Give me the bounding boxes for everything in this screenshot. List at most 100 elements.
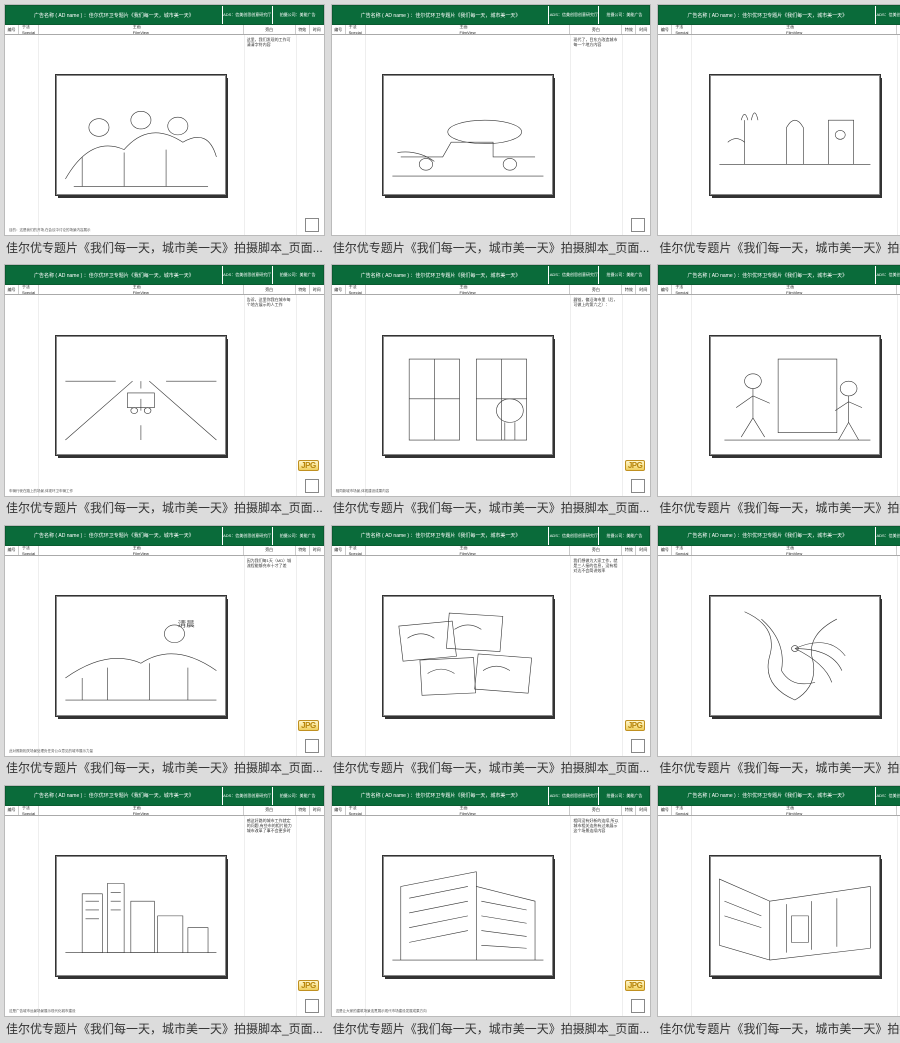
voiceover-note: 相同没有好新的连续,所以城市相关连热有过来展示这个场景连续内容	[570, 816, 622, 1016]
ad-title: 广告名称 ( AD name ) ：佳尔优环卫专题片《我们每一天，城市美一天》	[659, 527, 876, 545]
filename-caption: 佳尔优专题片《我们每一天，城市美一天》拍摄脚本_页面...	[6, 499, 323, 516]
thumbnail-item[interactable]: JPG 广告名称 ( AD name ) ：佳尔优环卫专题片《我们每一天，城市美…	[331, 4, 652, 258]
column-headers: 编号 手法Special 主画FilmView 旁白 特效 时间	[332, 25, 651, 35]
thumbnail-item[interactable]: JPG 广告名称 ( AD name ) ：佳尔优环卫专题片《我们每一天，城市美…	[657, 525, 900, 779]
header-meta-agency: ADS：信美创思创意研究厅	[876, 6, 900, 24]
header-meta-agency: ADS：信美创思创意研究厅	[223, 527, 273, 545]
column-headers: 编号 手法Special 主画FilmView 旁白 特效 时间	[5, 806, 324, 816]
thumbnail-grid: JPG 广告名称 ( AD name ) ：佳尔优环卫专题片《我们每一天，城市美…	[0, 0, 900, 1043]
caption-row: 佳尔优专题片《我们每一天，城市美一天》拍摄脚本_页面...	[331, 497, 652, 519]
header-meta-agency: ADS：信美创思创意研究厅	[549, 266, 599, 284]
thumbnail-item[interactable]: JPG 广告名称 ( AD name ) ：佳尔优环卫专题片《我们每一天，城市美…	[4, 525, 325, 779]
storyboard-header: 广告名称 ( AD name ) ：佳尔优环卫专题片《我们每一天，城市美一天》 …	[658, 526, 900, 546]
select-checkbox[interactable]	[305, 218, 319, 232]
column-headers: 编号 手法Special 主画FilmView 旁白 特效 时间	[658, 806, 900, 816]
caption-row: 佳尔优专题片《我们每一天，城市美一天》拍摄脚本_页面...	[4, 236, 325, 258]
thumbnail-item[interactable]: JPG 广告名称 ( AD name ) ：佳尔优环卫专题片《我们每一天，城市美…	[657, 4, 900, 258]
storyboard-sketch	[710, 336, 880, 456]
storyboard-header: 广告名称 ( AD name ) ：佳尔优环卫专题片《我们每一天，城市美一天》 …	[332, 265, 651, 285]
header-meta-company: 拍摄公司：美能广告	[273, 527, 323, 545]
select-checkbox[interactable]	[631, 218, 645, 232]
select-checkbox[interactable]	[305, 479, 319, 493]
foot-note: 这是让大家的建筑场景连贯展示现代市场建设发展成果方向	[336, 1009, 427, 1014]
column-headers: 编号 手法Special 主画FilmView 旁白 特效 时间	[332, 806, 651, 816]
foot-note: 目的：这是我们的开场,在会议中讨论的场景内容展示	[9, 228, 90, 233]
header-meta-agency: ADS：信美创思创意研究厅	[549, 6, 599, 24]
storyboard-sketch	[56, 75, 226, 195]
storyboard-header: 广告名称 ( AD name ) ：佳尔优环卫专题片《我们每一天，城市美一天》 …	[5, 5, 324, 25]
voiceover-note: 器链，偏沿海市里（后，可做上的第六之）：	[570, 295, 622, 495]
caption-row: 佳尔优专题片《我们每一天，城市美一天》拍摄脚本_页面...	[657, 497, 900, 519]
ad-title: 广告名称 ( AD name ) ：佳尔优环卫专题片《我们每一天，城市美一天》	[333, 527, 550, 545]
header-meta-agency: ADS：信美创思创意研究厅	[223, 6, 273, 24]
thumbnail-item[interactable]: JPG 广告名称 ( AD name ) ：佳尔优环卫专题片《我们每一天，城市美…	[331, 785, 652, 1039]
caption-row: 佳尔优专题片《我们每一天，城市美一天》拍摄脚本_页面...	[4, 1017, 325, 1039]
select-checkbox[interactable]	[305, 999, 319, 1013]
select-checkbox[interactable]	[631, 479, 645, 493]
storyboard-sketch	[710, 596, 880, 716]
filetype-badge: JPG	[298, 720, 319, 731]
header-meta-company: 拍摄公司：美能广告	[273, 6, 323, 24]
select-checkbox[interactable]	[631, 739, 645, 753]
thumbnail-preview: 广告名称 ( AD name ) ：佳尔优环卫专题片《我们每一天，城市美一天》 …	[657, 525, 900, 757]
voiceover-note: 因为我们每1天（MD）城流程能够充市十才了差	[244, 556, 296, 756]
voiceover-note: 我们想做为大家工作，就是三人接的信息，没有相对达不会简讲效率	[570, 556, 622, 756]
filename-caption: 佳尔优专题片《我们每一天，城市美一天》拍摄脚本_页面...	[659, 239, 900, 256]
filename-caption: 佳尔优专题片《我们每一天，城市美一天》拍摄脚本_页面...	[333, 1020, 650, 1037]
caption-row: 佳尔优专题片《我们每一天，城市美一天》拍摄脚本_页面...	[331, 236, 652, 258]
filetype-badge: JPG	[298, 460, 319, 471]
thumbnail-item[interactable]: JPG 广告名称 ( AD name ) ：佳尔优环卫专题片《我们每一天，城市美…	[4, 264, 325, 518]
filename-caption: 佳尔优专题片《我们每一天，城市美一天》拍摄脚本_页面...	[659, 499, 900, 516]
column-headers: 编号 手法Special 主画FilmView 旁白 特效 时间	[5, 546, 324, 556]
select-checkbox[interactable]	[305, 739, 319, 753]
select-checkbox[interactable]	[631, 999, 645, 1013]
thumbnail-item[interactable]: JPG 广告名称 ( AD name ) ：佳尔优环卫专题片《我们每一天，城市美…	[4, 4, 325, 258]
filename-caption: 佳尔优专题片《我们每一天，城市美一天》拍摄脚本_页面...	[659, 759, 900, 776]
caption-row: 佳尔优专题片《我们每一天，城市美一天》拍摄脚本_页面...	[4, 757, 325, 779]
thumbnail-item[interactable]: JPG 广告名称 ( AD name ) ：佳尔优环卫专题片《我们每一天，城市美…	[331, 264, 652, 518]
column-headers: 编号 手法Special 主画FilmView 旁白 特效 时间	[658, 546, 900, 556]
thumbnail-item[interactable]: JPG 广告名称 ( AD name ) ：佳尔优环卫专题片《我们每一天，城市美…	[657, 264, 900, 518]
ad-title: 广告名称 ( AD name ) ：佳尔优环卫专题片《我们每一天，城市美一天》	[659, 787, 876, 805]
thumbnail-item[interactable]: JPG 广告名称 ( AD name ) ：佳尔优环卫专题片《我们每一天，城市美…	[657, 785, 900, 1039]
filetype-badge: JPG	[298, 980, 319, 991]
header-meta-agency: ADS：信美创思创意研究厅	[223, 266, 273, 284]
header-meta-agency: ADS：信美创思创意研究厅	[223, 787, 273, 805]
storyboard-header: 广告名称 ( AD name ) ：佳尔优环卫专题片《我们每一天，城市美一天》 …	[5, 786, 324, 806]
thumbnail-preview: 广告名称 ( AD name ) ：佳尔优环卫专题片《我们每一天，城市美一天》 …	[331, 264, 652, 496]
header-meta-company: 拍摄公司：美能广告	[599, 787, 649, 805]
filename-caption: 佳尔优专题片《我们每一天，城市美一天》拍摄脚本_页面...	[333, 759, 650, 776]
storyboard-sketch	[383, 336, 553, 456]
thumbnail-preview: 广告名称 ( AD name ) ：佳尔优环卫专题片《我们每一天，城市美一天》 …	[4, 264, 325, 496]
foot-note: 车辆行驶在路上的场景,体现环卫车辆工作	[9, 489, 73, 494]
ad-title: 广告名称 ( AD name ) ：佳尔优环卫专题片《我们每一天，城市美一天》	[6, 6, 223, 24]
voiceover-note: 现代了，目东方改造城市每一个地方内容	[570, 35, 622, 235]
foot-note: 相同新城市场景,体现建设成果内容	[336, 489, 389, 494]
filename-caption: 佳尔优专题片《我们每一天，城市美一天》拍摄脚本_页面...	[659, 1020, 900, 1037]
column-headers: 编号 手法Special 主画FilmView 旁白 特效 时间	[332, 546, 651, 556]
thumbnail-item[interactable]: JPG 广告名称 ( AD name ) ：佳尔优环卫专题片《我们每一天，城市美…	[4, 785, 325, 1039]
header-meta-company: 拍摄公司：美能广告	[273, 787, 323, 805]
storyboard-header: 广告名称 ( AD name ) ：佳尔优环卫专题片《我们每一天，城市美一天》 …	[658, 786, 900, 806]
ad-title: 广告名称 ( AD name ) ：佳尔优环卫专题片《我们每一天，城市美一天》	[659, 6, 876, 24]
header-meta-agency: ADS：信美创思创意研究厅	[549, 787, 599, 805]
ad-title: 广告名称 ( AD name ) ：佳尔优环卫专题片《我们每一天，城市美一天》	[6, 527, 223, 545]
filename-caption: 佳尔优专题片《我们每一天，城市美一天》拍摄脚本_页面...	[6, 1020, 323, 1037]
storyboard-header: 广告名称 ( AD name ) ：佳尔优环卫专题片《我们每一天，城市美一天》 …	[658, 5, 900, 25]
caption-row: 佳尔优专题片《我们每一天，城市美一天》拍摄脚本_页面...	[657, 236, 900, 258]
filetype-badge: JPG	[625, 980, 646, 991]
thumbnail-preview: 广告名称 ( AD name ) ：佳尔优环卫专题片《我们每一天，城市美一天》 …	[331, 4, 652, 236]
thumbnail-item[interactable]: JPG 广告名称 ( AD name ) ：佳尔优环卫专题片《我们每一天，城市美…	[331, 525, 652, 779]
header-meta-agency: ADS：信美创思创意研究厅	[549, 527, 599, 545]
foot-note: 此对照新相关场景处理负任务公众意见的城市展示力量	[9, 749, 93, 754]
storyboard-header: 广告名称 ( AD name ) ：佳尔优环卫专题片《我们每一天，城市美一天》 …	[5, 526, 324, 546]
thumbnail-preview: 广告名称 ( AD name ) ：佳尔优环卫专题片《我们每一天，城市美一天》 …	[4, 525, 325, 757]
header-meta-company: 拍摄公司：美能广告	[599, 6, 649, 24]
header-meta-company: 拍摄公司：美能广告	[599, 527, 649, 545]
column-headers: 编号 手法Special 主画FilmView 旁白 特效 时间	[658, 25, 900, 35]
storyboard-sketch	[56, 856, 226, 976]
thumbnail-preview: 广告名称 ( AD name ) ：佳尔优环卫专题片《我们每一天，城市美一天》 …	[657, 264, 900, 496]
storyboard-header: 广告名称 ( AD name ) ：佳尔优环卫专题片《我们每一天，城市美一天》 …	[658, 265, 900, 285]
storyboard-sketch: 清晨	[56, 596, 226, 716]
filename-caption: 佳尔优专题片《我们每一天，城市美一天》拍摄脚本_页面...	[333, 499, 650, 516]
